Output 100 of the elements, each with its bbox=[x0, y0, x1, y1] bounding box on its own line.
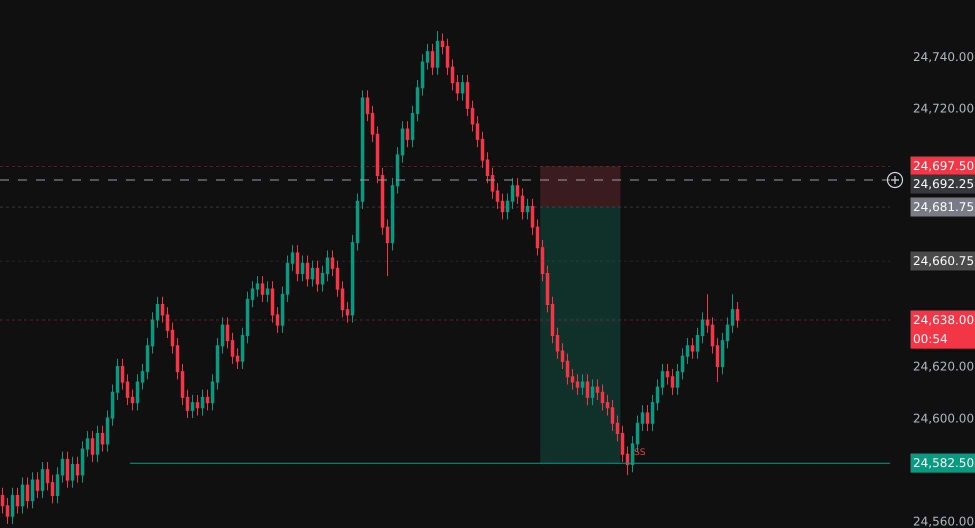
candlestick bbox=[270, 280, 274, 324]
candlestick bbox=[200, 389, 204, 416]
candlestick bbox=[430, 43, 434, 76]
candlestick bbox=[146, 338, 150, 380]
candlestick bbox=[390, 178, 394, 251]
candlestick bbox=[606, 394, 610, 416]
candlestick bbox=[616, 414, 620, 442]
candlestick bbox=[70, 456, 74, 488]
candlestick bbox=[500, 193, 504, 220]
candlestick bbox=[60, 451, 64, 484]
candlestick bbox=[140, 363, 144, 390]
candlestick bbox=[336, 260, 340, 298]
candlestick bbox=[520, 188, 524, 220]
candlestick bbox=[346, 301, 350, 324]
y-tick-label: 24,740.00 bbox=[913, 50, 974, 64]
candlestick bbox=[210, 374, 214, 411]
candlestick bbox=[696, 327, 700, 360]
candlestick bbox=[540, 240, 544, 282]
candlestick bbox=[190, 394, 194, 419]
candlestick bbox=[256, 276, 260, 298]
candlestick bbox=[480, 131, 484, 168]
candlestick bbox=[320, 265, 324, 292]
candlestick bbox=[650, 394, 654, 432]
y-tick-label: 24,600.00 bbox=[913, 411, 974, 426]
ref-line-label: 24,692.25 bbox=[913, 177, 974, 191]
candlestick bbox=[236, 348, 240, 370]
candlestick bbox=[106, 410, 110, 452]
candlestick bbox=[216, 338, 220, 390]
candlestick bbox=[600, 384, 604, 411]
candlestick bbox=[206, 389, 210, 411]
candlestick bbox=[726, 316, 730, 349]
candlestick bbox=[436, 30, 440, 76]
candlestick bbox=[400, 120, 404, 164]
candlestick bbox=[150, 312, 154, 354]
candlestick bbox=[86, 430, 90, 458]
candlestick bbox=[16, 487, 20, 514]
candlestick bbox=[666, 363, 670, 386]
candlestick bbox=[580, 374, 584, 396]
candlestick bbox=[296, 244, 300, 282]
candlestick bbox=[250, 280, 254, 308]
candlestick bbox=[300, 254, 304, 282]
candlestick bbox=[310, 260, 314, 287]
candlestick bbox=[670, 368, 674, 396]
candlestick bbox=[620, 425, 624, 462]
candlestick bbox=[366, 90, 370, 122]
annotation: SS bbox=[634, 448, 646, 458]
candlestick bbox=[180, 363, 184, 406]
candlestick bbox=[396, 146, 400, 194]
text: 00:54 bbox=[913, 332, 948, 346]
candlestick bbox=[66, 451, 70, 488]
candlestick bbox=[476, 116, 480, 148]
candlestick bbox=[260, 276, 264, 302]
candlestick bbox=[406, 120, 410, 148]
candlestick bbox=[340, 280, 344, 318]
candlestick bbox=[130, 389, 134, 411]
candlestick bbox=[306, 254, 310, 287]
candlestick bbox=[730, 294, 734, 334]
candlestick bbox=[90, 430, 94, 462]
candlestick bbox=[100, 425, 104, 452]
candlestick bbox=[246, 291, 250, 344]
candlestick bbox=[686, 338, 690, 364]
candlestick bbox=[566, 353, 570, 386]
candlestick bbox=[30, 472, 34, 509]
ref-line-label: 24,638.00 bbox=[913, 313, 974, 327]
candlestick bbox=[110, 384, 114, 426]
candlestick bbox=[416, 80, 420, 122]
candlestick bbox=[350, 234, 354, 324]
candlestick bbox=[120, 358, 124, 390]
candlestick bbox=[76, 456, 80, 484]
candlestick bbox=[530, 198, 534, 236]
candlestick bbox=[420, 54, 424, 96]
candlestick bbox=[596, 378, 600, 400]
candlestick bbox=[556, 327, 560, 360]
candlestick bbox=[386, 218, 390, 277]
candlestick bbox=[560, 342, 564, 370]
candlestick bbox=[586, 374, 590, 406]
candlestick bbox=[460, 74, 464, 102]
candlestick bbox=[440, 33, 444, 55]
candlestick bbox=[546, 265, 550, 313]
candlestick bbox=[456, 74, 460, 102]
candlestick bbox=[356, 193, 360, 251]
candlestick bbox=[166, 306, 170, 339]
candlestick bbox=[220, 316, 224, 354]
candlestick bbox=[0, 487, 4, 514]
candlestick bbox=[240, 327, 244, 370]
y-tick-label: 24,560.00 bbox=[913, 514, 974, 528]
candlestick bbox=[640, 404, 644, 432]
candlestick bbox=[710, 316, 714, 354]
ref-line-label: 24,660.75 bbox=[913, 254, 974, 268]
candlestick bbox=[96, 425, 100, 462]
candlestick bbox=[156, 296, 160, 328]
y-tick-label: 24,720.00 bbox=[913, 102, 974, 116]
candlestick bbox=[526, 198, 530, 220]
candlestick bbox=[410, 105, 414, 148]
candlestick bbox=[160, 296, 164, 324]
candlestick bbox=[230, 332, 234, 364]
ref-line-label: 24,582.50 bbox=[913, 456, 974, 470]
candlestick bbox=[506, 193, 510, 220]
candlestick bbox=[116, 358, 120, 400]
candlestick bbox=[80, 440, 84, 484]
